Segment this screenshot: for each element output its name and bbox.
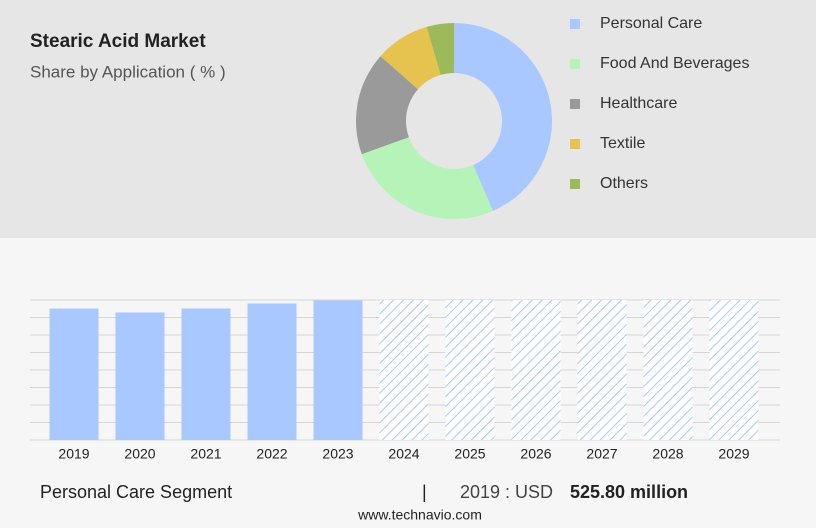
chart-title: Stearic Acid Market <box>30 31 206 52</box>
donut-slice <box>454 23 552 211</box>
legend-label: Healthcare <box>600 95 677 112</box>
x-tick-label: 2019 <box>58 446 89 462</box>
donut-slice <box>426 23 454 75</box>
x-tick-label: 2027 <box>586 446 617 462</box>
legend-swatch <box>570 59 580 69</box>
separator: | <box>422 482 427 502</box>
value-label: 525.80 million <box>570 482 688 502</box>
legend-swatch <box>570 139 580 149</box>
forecast-placeholder <box>511 300 561 440</box>
bar <box>181 308 231 440</box>
legend-label: Personal Care <box>600 15 702 32</box>
legend-label: Textile <box>600 135 645 152</box>
bar <box>49 308 99 440</box>
x-tick-label: 2023 <box>322 446 353 462</box>
year-label: 2019 : USD <box>460 482 553 502</box>
forecast-placeholder <box>445 300 495 440</box>
forecast-placeholder <box>379 300 429 440</box>
x-tick-label: 2026 <box>520 446 551 462</box>
x-tick-label: 2024 <box>388 446 419 462</box>
forecast-placeholder <box>577 300 627 440</box>
legend-swatch <box>570 179 580 189</box>
legend-label: Others <box>600 175 648 192</box>
forecast-placeholder <box>643 300 693 440</box>
x-tick-label: 2029 <box>718 446 749 462</box>
forecast-placeholder <box>709 300 759 440</box>
donut-slice <box>380 26 441 90</box>
legend-label: Food And Beverages <box>600 55 749 72</box>
donut-slice <box>355 56 418 155</box>
x-tick-label: 2028 <box>652 446 683 462</box>
donut-slice <box>361 137 493 219</box>
x-tick-label: 2021 <box>190 446 221 462</box>
bar <box>115 312 165 440</box>
source: www.technavio.com <box>357 507 482 523</box>
x-tick-label: 2022 <box>256 446 287 462</box>
segment-label: Personal Care Segment <box>40 482 232 502</box>
chart-subtitle: Share by Application ( % ) <box>30 62 226 81</box>
legend-swatch <box>570 99 580 109</box>
x-tick-label: 2025 <box>454 446 485 462</box>
bar <box>247 303 297 440</box>
bar <box>313 300 363 440</box>
legend-swatch <box>570 19 580 29</box>
x-tick-label: 2020 <box>124 446 155 462</box>
